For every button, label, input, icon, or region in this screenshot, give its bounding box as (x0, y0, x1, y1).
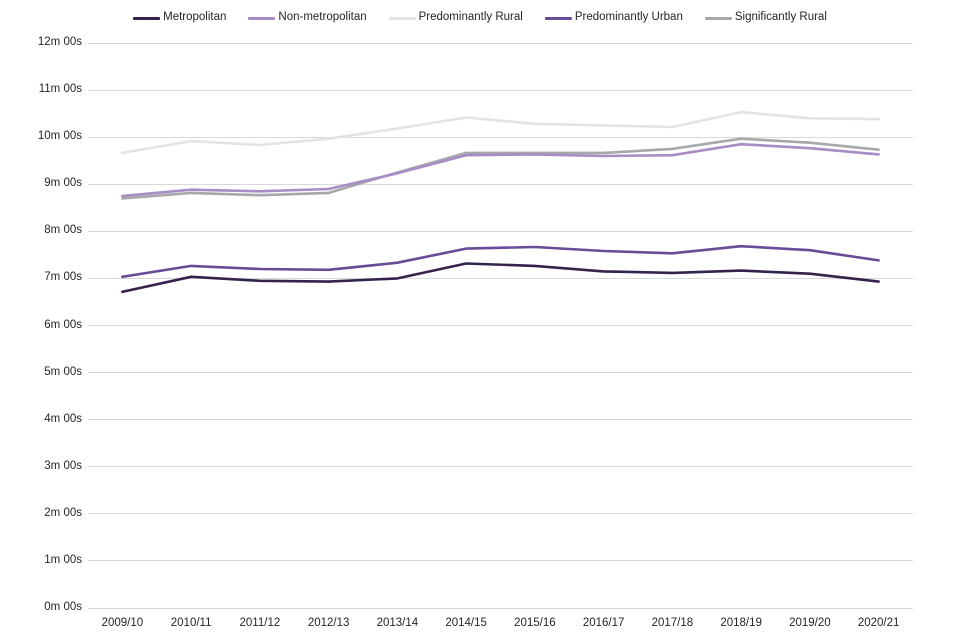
gridline (88, 277, 913, 279)
y-tick-label: 3m 00s (44, 459, 82, 472)
x-tick-label: 2015/16 (514, 617, 556, 629)
legend-label: Non-metropolitan (278, 11, 367, 24)
legend-label: Metropolitan (163, 11, 227, 24)
legend-line-swatch (248, 16, 276, 20)
y-tick-label: 10m 00s (37, 130, 82, 143)
gridline (88, 372, 913, 374)
legend-line-swatch (544, 16, 572, 20)
legend-item: Significantly Rural (704, 11, 827, 24)
gridline (88, 136, 913, 138)
series-line-significantly-rural (121, 137, 880, 200)
y-tick-label: 4m 00s (44, 412, 82, 425)
y-tick-label: 8m 00s (44, 224, 82, 237)
gridline (88, 183, 913, 185)
legend-line-swatch (133, 16, 161, 20)
legend-line-swatch (388, 16, 416, 20)
x-tick-label: 2014/15 (445, 617, 487, 629)
y-tick-label: 12m 00s (37, 36, 82, 48)
legend-label: Predominantly Rural (418, 11, 523, 24)
x-tick-label: 2009/10 (101, 617, 144, 629)
chart-legend: Metropolitan Non-metropolitan Predominantl… (0, 8, 960, 28)
x-tick-label: 2018/19 (720, 617, 762, 629)
x-tick-label: 2020/21 (857, 617, 900, 629)
gridline (88, 560, 913, 562)
x-tick-label: 2013/14 (376, 617, 419, 629)
series-line-predominantly-rural (121, 110, 880, 155)
y-tick-label: 5m 00s (44, 365, 82, 378)
gridline (88, 42, 913, 44)
legend-item: Predominantly Rural (388, 11, 523, 24)
series-line-metropolitan (121, 262, 880, 294)
y-tick-label: 11m 00s (38, 83, 82, 96)
legend-item: Predominantly Urban (544, 11, 683, 24)
x-tick-label: 2019/20 (789, 617, 831, 629)
legend-label: Predominantly Urban (574, 11, 683, 24)
x-tick-label: 2017/18 (651, 617, 694, 629)
gridline (88, 419, 913, 421)
x-tick-label: 2011/12 (239, 617, 281, 629)
x-tick-label: 2012/13 (307, 617, 350, 629)
legend-label: Significantly Rural (734, 11, 827, 24)
y-tick-label: 1m 00s (44, 553, 82, 566)
y-tick-label: 2m 00s (44, 506, 82, 519)
gridline (88, 607, 913, 609)
x-tick-label: 2010/11 (170, 617, 212, 629)
legend-item: Metropolitan (133, 12, 226, 24)
legend-line-swatch (704, 16, 732, 20)
gridline (88, 513, 913, 515)
y-tick-label: 0m 00s (44, 601, 82, 613)
y-tick-label: 9m 00s (44, 177, 82, 190)
x-tick-label: 2016/17 (582, 617, 625, 629)
legend-item: Non-metropolitan (248, 11, 367, 24)
series-line-non-metropolitan (121, 142, 880, 198)
gridline (88, 230, 913, 232)
y-tick-label: 7m 00s (44, 271, 82, 284)
y-tick-label: 6m 00s (44, 318, 82, 331)
series-line-predominantly-urban (121, 244, 880, 279)
gridline (88, 325, 913, 326)
gridline (88, 89, 913, 91)
gridline (88, 466, 913, 468)
